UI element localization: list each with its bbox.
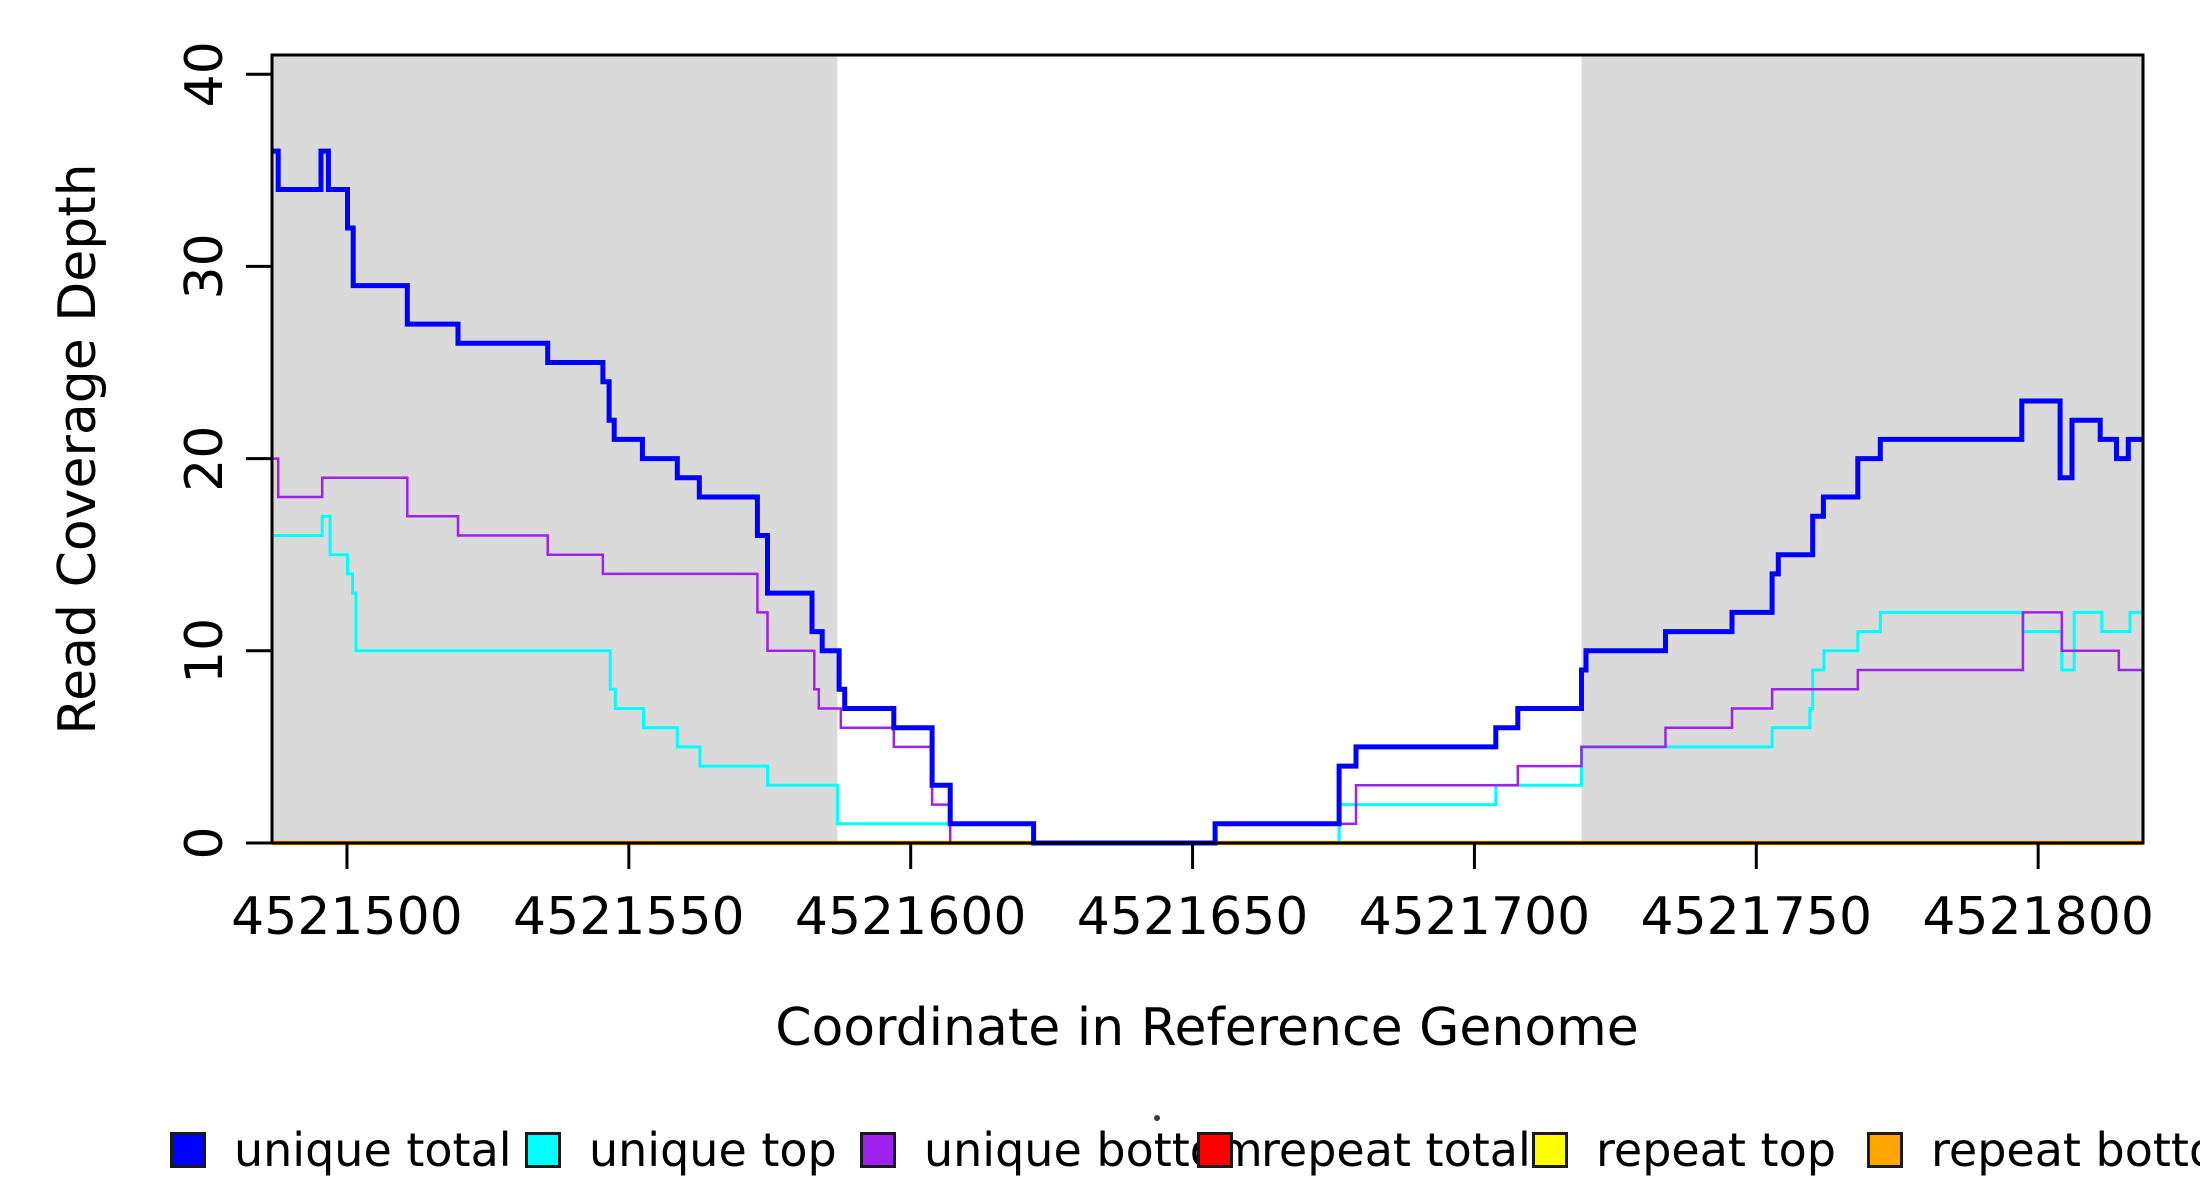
x-axis-title: Coordinate in Reference Genome <box>775 998 1639 1058</box>
svg-text:0: 0 <box>175 826 235 859</box>
svg-text:4521600: 4521600 <box>795 887 1027 947</box>
svg-text:10: 10 <box>175 618 235 684</box>
svg-text:4521500: 4521500 <box>231 887 463 947</box>
stray-dot-artifact <box>1154 1115 1160 1121</box>
svg-text:4521750: 4521750 <box>1640 887 1872 947</box>
svg-text:30: 30 <box>175 233 235 299</box>
svg-text:20: 20 <box>175 426 235 492</box>
y-axis-title: Read Coverage Depth <box>48 163 108 735</box>
svg-text:4521550: 4521550 <box>513 887 745 947</box>
svg-text:4521800: 4521800 <box>1922 887 2154 947</box>
svg-text:40: 40 <box>175 41 235 107</box>
svg-text:4521700: 4521700 <box>1359 887 1591 947</box>
svg-text:4521650: 4521650 <box>1077 887 1309 947</box>
